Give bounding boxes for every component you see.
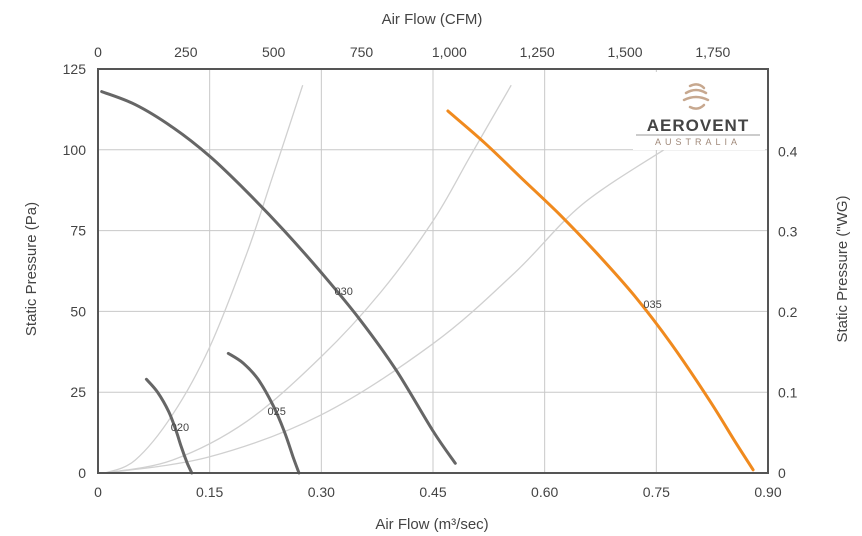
y-axis-title-right: Static Pressure ("WG): [834, 195, 851, 342]
system-curves: [105, 84, 665, 474]
y-tick-label-right: 0: [778, 465, 786, 481]
x-tick-label-bottom: 0: [94, 484, 102, 500]
fan-curve-020: [144, 377, 194, 475]
curve-label-025: 025: [267, 406, 285, 418]
x-axis-title-top: Air Flow (CFM): [382, 11, 483, 28]
y-tick-label-left: 75: [70, 223, 86, 239]
y-tick-label-left: 100: [63, 142, 87, 158]
curve-label-030: 030: [334, 286, 352, 298]
y-tick-label-right: 0.4: [778, 143, 798, 159]
fan-curve-025: [226, 351, 301, 475]
y-tick-label-left: 25: [70, 384, 86, 400]
x-tick-label-bottom: 0.30: [308, 484, 335, 500]
x-tick-label-top: 1,250: [520, 44, 555, 60]
aerovent-logo: AEROVENT AUSTRALIA: [633, 72, 765, 150]
y-tick-label-right: 0.3: [778, 224, 798, 240]
y-tick-label-right: 0.2: [778, 304, 798, 320]
x-tick-label-bottom: 0.45: [419, 484, 446, 500]
logo-subtitle: AUSTRALIA: [655, 137, 741, 147]
x-tick-label-top: 1,750: [695, 44, 730, 60]
system-curve-3: [105, 149, 665, 474]
x-tick-label-bottom: 0.60: [531, 484, 558, 500]
fan-curve-035: [446, 109, 755, 472]
fan-curves: 020 025 030 035: [100, 90, 755, 475]
fan-curve-030: [100, 90, 457, 465]
x-tick-label-top: 0: [94, 44, 102, 60]
system-curve-1: [105, 84, 304, 474]
x-tick-label-top: 500: [262, 44, 286, 60]
y-tick-label-left: 50: [70, 303, 86, 319]
y-tick-label-left: 125: [63, 61, 87, 77]
x-tick-label-top: 1,000: [432, 44, 467, 60]
x-tick-label-bottom: 0.90: [754, 484, 781, 500]
y-tick-label-right: 0.1: [778, 385, 798, 401]
curve-label-020: 020: [171, 422, 189, 434]
y-tick-label-left: 0: [78, 465, 86, 481]
x-tick-label-bottom: 0.15: [196, 484, 223, 500]
x-axis-title-bottom: Air Flow (m³/sec): [375, 516, 488, 533]
x-tick-label-top: 750: [350, 44, 374, 60]
x-tick-label-bottom: 0.75: [643, 484, 670, 500]
y-axis-title-left: Static Pressure (Pa): [23, 202, 40, 336]
x-tick-label-top: 250: [174, 44, 198, 60]
plot-frame: [97, 68, 769, 474]
logo-swirl-icon: [682, 83, 710, 110]
logo-wordmark: AEROVENT: [647, 116, 749, 135]
system-curve-2: [105, 84, 512, 474]
x-tick-label-top: 1,500: [607, 44, 642, 60]
curve-label-035: 035: [643, 299, 661, 311]
